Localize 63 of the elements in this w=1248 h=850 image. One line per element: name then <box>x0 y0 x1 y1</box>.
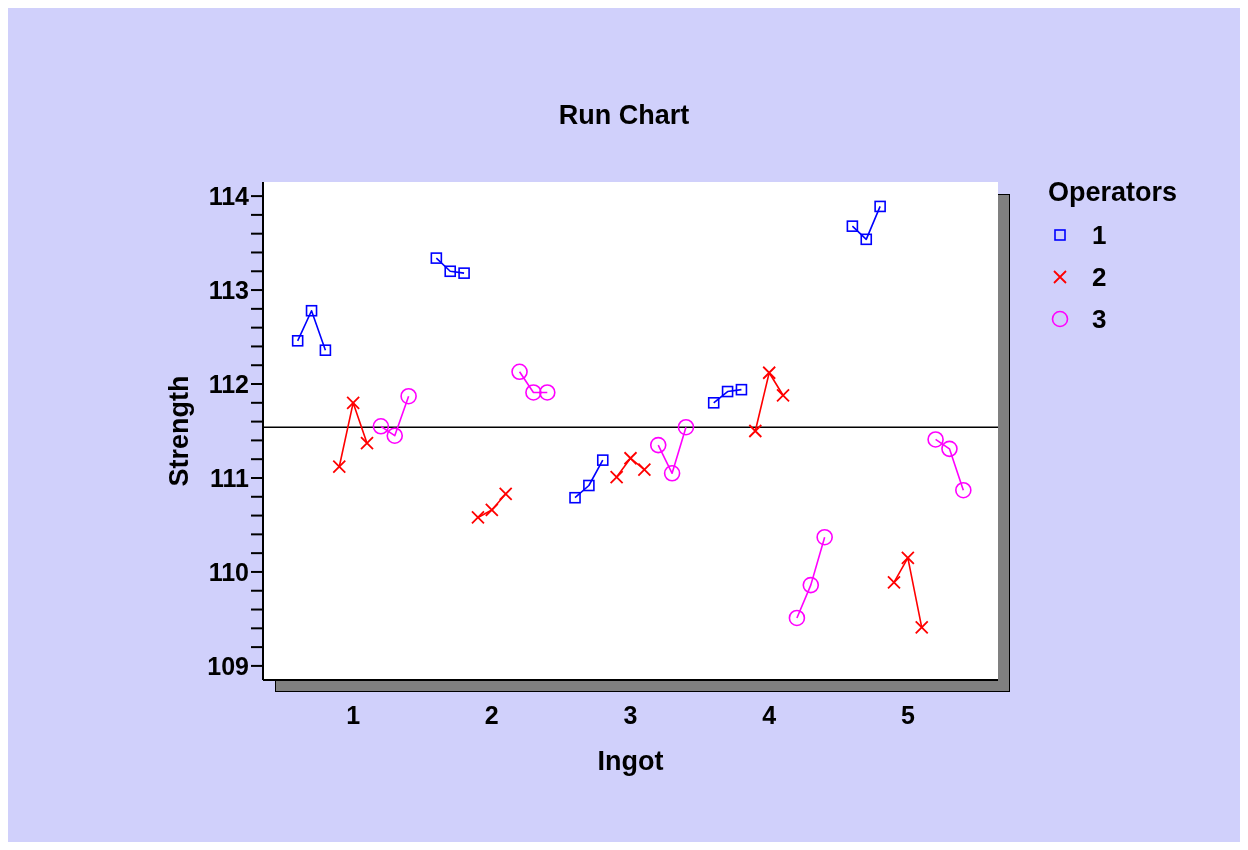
point <box>677 418 695 436</box>
point <box>583 479 595 492</box>
point <box>484 503 499 517</box>
point <box>511 363 528 381</box>
x-tick-label: 3 <box>623 700 638 729</box>
x-tick-label: 2 <box>484 700 499 729</box>
point <box>623 451 638 466</box>
point <box>816 528 833 546</box>
x-tick-label: 4 <box>762 700 777 729</box>
point <box>498 487 513 501</box>
y-tick-label: 109 <box>207 651 249 680</box>
point <box>721 385 734 398</box>
point <box>291 335 304 347</box>
point <box>776 388 790 403</box>
point <box>663 464 681 482</box>
point <box>538 384 556 401</box>
point <box>637 462 652 477</box>
legend-title: Operators <box>1048 177 1178 208</box>
point <box>846 220 859 232</box>
point <box>569 491 581 504</box>
point <box>386 427 404 444</box>
chart-title: Run Chart <box>557 100 691 131</box>
point <box>927 431 944 448</box>
point <box>788 609 806 627</box>
point <box>955 481 972 499</box>
legend-label: 2 <box>1092 261 1107 293</box>
point <box>319 344 332 356</box>
point <box>332 459 347 474</box>
point <box>360 436 374 451</box>
point <box>430 252 443 264</box>
y-axis-title: Strength <box>163 375 194 487</box>
point <box>444 265 457 278</box>
point <box>346 395 361 410</box>
point <box>735 383 748 396</box>
point <box>609 470 624 484</box>
x-axis-title: Ingot <box>597 746 664 776</box>
point <box>458 267 470 279</box>
point <box>860 233 873 246</box>
y-tick-label: 112 <box>208 369 249 398</box>
y-tick-label: 114 <box>208 181 250 210</box>
y-tick-label: 111 <box>210 463 250 492</box>
point <box>525 384 542 401</box>
point <box>887 575 901 590</box>
point <box>471 510 485 525</box>
y-tick-label: 113 <box>208 275 249 304</box>
legend-label: 1 <box>1092 219 1107 251</box>
legend-label: 3 <box>1092 303 1107 335</box>
y-tick-label: 110 <box>208 557 249 586</box>
point <box>762 365 777 380</box>
x-tick-label: 1 <box>346 700 361 729</box>
point <box>900 550 915 565</box>
point <box>596 454 609 466</box>
point <box>372 418 390 435</box>
point <box>874 200 886 213</box>
point <box>748 424 763 438</box>
point <box>941 440 958 458</box>
point <box>305 304 318 317</box>
point <box>400 387 417 405</box>
point <box>914 620 929 635</box>
x-tick-label: 5 <box>900 700 915 729</box>
point <box>649 436 667 454</box>
point <box>707 397 720 409</box>
point <box>802 576 820 594</box>
